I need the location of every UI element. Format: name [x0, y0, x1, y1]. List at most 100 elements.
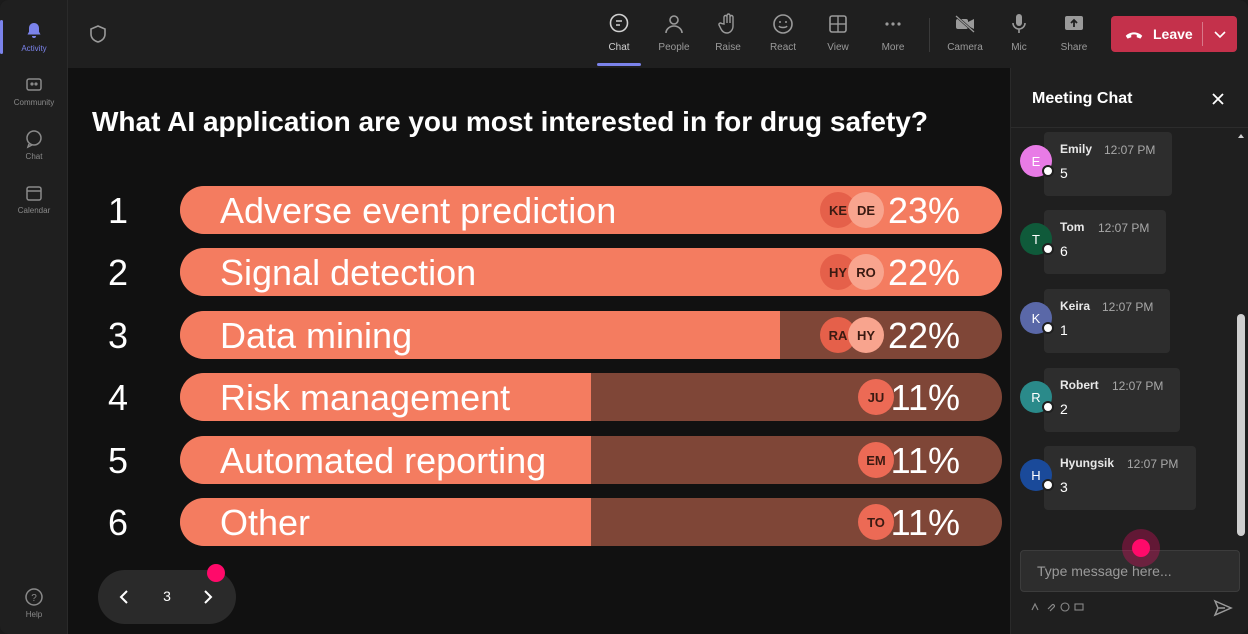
presence-status-icon	[1042, 479, 1054, 491]
rail-calendar[interactable]: Calendar	[0, 174, 68, 224]
poll-stage: What AI application are you most interes…	[68, 68, 1010, 634]
chat-message-input[interactable]: Type message here...	[1020, 550, 1240, 592]
rail-chat-label: Chat	[25, 152, 43, 161]
poll-option-row: 6 Other TO 11%	[68, 498, 1010, 546]
share-label: Share	[1060, 42, 1088, 53]
svg-text:?: ?	[31, 593, 37, 604]
chat-timestamp: 12:07 PM	[1102, 300, 1154, 314]
poll-option-fill	[180, 436, 591, 484]
view-button[interactable]: View	[812, 10, 864, 60]
chat-timestamp: 12:07 PM	[1112, 379, 1164, 393]
poll-option-label: Automated reporting	[220, 440, 547, 481]
rail-activity-label: Activity	[21, 44, 47, 53]
presence-status-icon	[1042, 322, 1054, 334]
chat-message[interactable]: Hyungsik 12:07 PM 3 H	[1011, 446, 1241, 510]
poll-option-bar: Adverse event prediction KE DE 23%	[180, 186, 1002, 234]
poll-option-number: 4	[108, 377, 129, 418]
chevron-down-icon[interactable]	[1211, 25, 1229, 43]
more-dots-icon	[885, 22, 901, 26]
view-label: View	[827, 42, 849, 53]
chat-message-text: 3	[1060, 479, 1068, 495]
rail-community[interactable]: Community	[0, 66, 68, 116]
poll-option-bar: Data mining RA HY 22%	[180, 311, 1002, 359]
chevron-left-icon[interactable]	[114, 587, 134, 607]
voter-avatar: TO	[858, 504, 894, 540]
share-button[interactable]: Share	[1048, 10, 1100, 60]
poll-option-bar: Other TO 11%	[180, 498, 1002, 546]
scroll-down-arrow-icon[interactable]	[1237, 530, 1245, 538]
smiley-icon	[773, 14, 793, 34]
chat-message-bubble: Emily 12:07 PM 5	[1044, 132, 1172, 196]
chat-button-label: Chat	[608, 42, 630, 53]
scroll-up-arrow-icon[interactable]	[1237, 132, 1245, 140]
chat-sender-name: Robert	[1060, 378, 1099, 392]
poll-option-number: 2	[108, 252, 129, 293]
raise-hand-button[interactable]: Raise	[702, 10, 754, 60]
community-icon	[26, 78, 42, 91]
chat-scroll-thumb[interactable]	[1237, 314, 1245, 536]
poll-option-bar: Automated reporting EM 11%	[180, 436, 1002, 484]
chat-sender-name: Tom	[1060, 220, 1085, 234]
meeting-toolbar: Chat People Raise React View More Camera	[68, 0, 1248, 68]
send-icon[interactable]	[1213, 598, 1233, 618]
poll-option-percent: 11%	[890, 502, 960, 543]
chat-message-bubble: Robert 12:07 PM 2	[1044, 368, 1180, 432]
shield-icon[interactable]	[88, 24, 108, 44]
chat-button[interactable]: Chat	[593, 10, 645, 66]
poll-option-percent: 22%	[887, 315, 960, 356]
poll-option-label: Signal detection	[220, 252, 477, 293]
leave-split-divider	[1202, 22, 1203, 46]
hand-icon	[718, 13, 734, 34]
leave-label: Leave	[1153, 26, 1193, 42]
camera-off-icon	[955, 15, 975, 33]
poll-option-row: 5 Automated reporting EM 11%	[68, 436, 1010, 484]
people-button[interactable]: People	[648, 10, 700, 60]
chat-message[interactable]: Keira 12:07 PM 1 K	[1011, 289, 1241, 353]
chat-panel-title: Meeting Chat	[1032, 90, 1133, 107]
microphone-icon	[1012, 14, 1026, 33]
chat-message-bubble: Tom 12:07 PM 6	[1044, 210, 1166, 274]
page-number: 3	[163, 588, 171, 604]
voter-avatar: HY	[848, 317, 884, 353]
chat-message-text: 5	[1060, 165, 1068, 181]
chat-message[interactable]: Tom 12:07 PM 6 T	[1011, 210, 1241, 274]
chat-message-text: 2	[1060, 401, 1068, 417]
rail-chat[interactable]: Chat	[0, 120, 68, 170]
chat-message[interactable]: Emily 12:07 PM 5 E	[1011, 132, 1241, 196]
poll-option-label: Risk management	[220, 377, 511, 418]
leave-button[interactable]: Leave	[1111, 16, 1237, 52]
mic-button[interactable]: Mic	[993, 10, 1045, 60]
people-button-label: People	[658, 42, 690, 53]
chat-timestamp: 12:07 PM	[1104, 143, 1156, 157]
react-button[interactable]: React	[757, 10, 809, 60]
attach-icon[interactable]	[1045, 602, 1055, 612]
poll-option-label: Adverse event prediction	[220, 190, 617, 231]
chevron-right-icon[interactable]	[198, 587, 218, 607]
poll-question: What AI application are you most interes…	[92, 106, 928, 137]
more-button[interactable]: More	[867, 10, 919, 60]
close-icon[interactable]	[1209, 90, 1227, 108]
camera-button[interactable]: Camera	[939, 10, 991, 60]
grid-view-icon	[829, 15, 847, 33]
chat-message-text: 6	[1060, 243, 1068, 259]
chat-message[interactable]: Robert 12:07 PM 2 R	[1011, 368, 1241, 432]
rail-help[interactable]: ? Help	[0, 578, 68, 628]
poll-option-row: 2 Signal detection HY RO 22%	[68, 248, 1010, 296]
rail-calendar-label: Calendar	[17, 206, 51, 215]
people-icon	[665, 15, 683, 34]
poll-option-row: 3 Data mining RA HY 22%	[68, 311, 1010, 359]
poll-option-bar: Signal detection HY RO 22%	[180, 248, 1002, 296]
gif-icon[interactable]	[1074, 602, 1084, 612]
rail-activity[interactable]: Activity	[0, 12, 68, 62]
format-icon[interactable]	[1030, 602, 1040, 612]
poll-option-percent: 11%	[890, 440, 960, 481]
voter-avatar: RO	[848, 254, 884, 290]
presence-status-icon	[1042, 165, 1054, 177]
voter-avatar: DE	[848, 192, 884, 228]
poll-option-number: 1	[108, 190, 129, 231]
hang-up-icon	[1125, 32, 1143, 39]
emoji-icon[interactable]	[1060, 602, 1070, 612]
rail-community-label: Community	[13, 98, 55, 107]
voter-avatar: JU	[858, 379, 894, 415]
mic-label: Mic	[1011, 42, 1027, 53]
